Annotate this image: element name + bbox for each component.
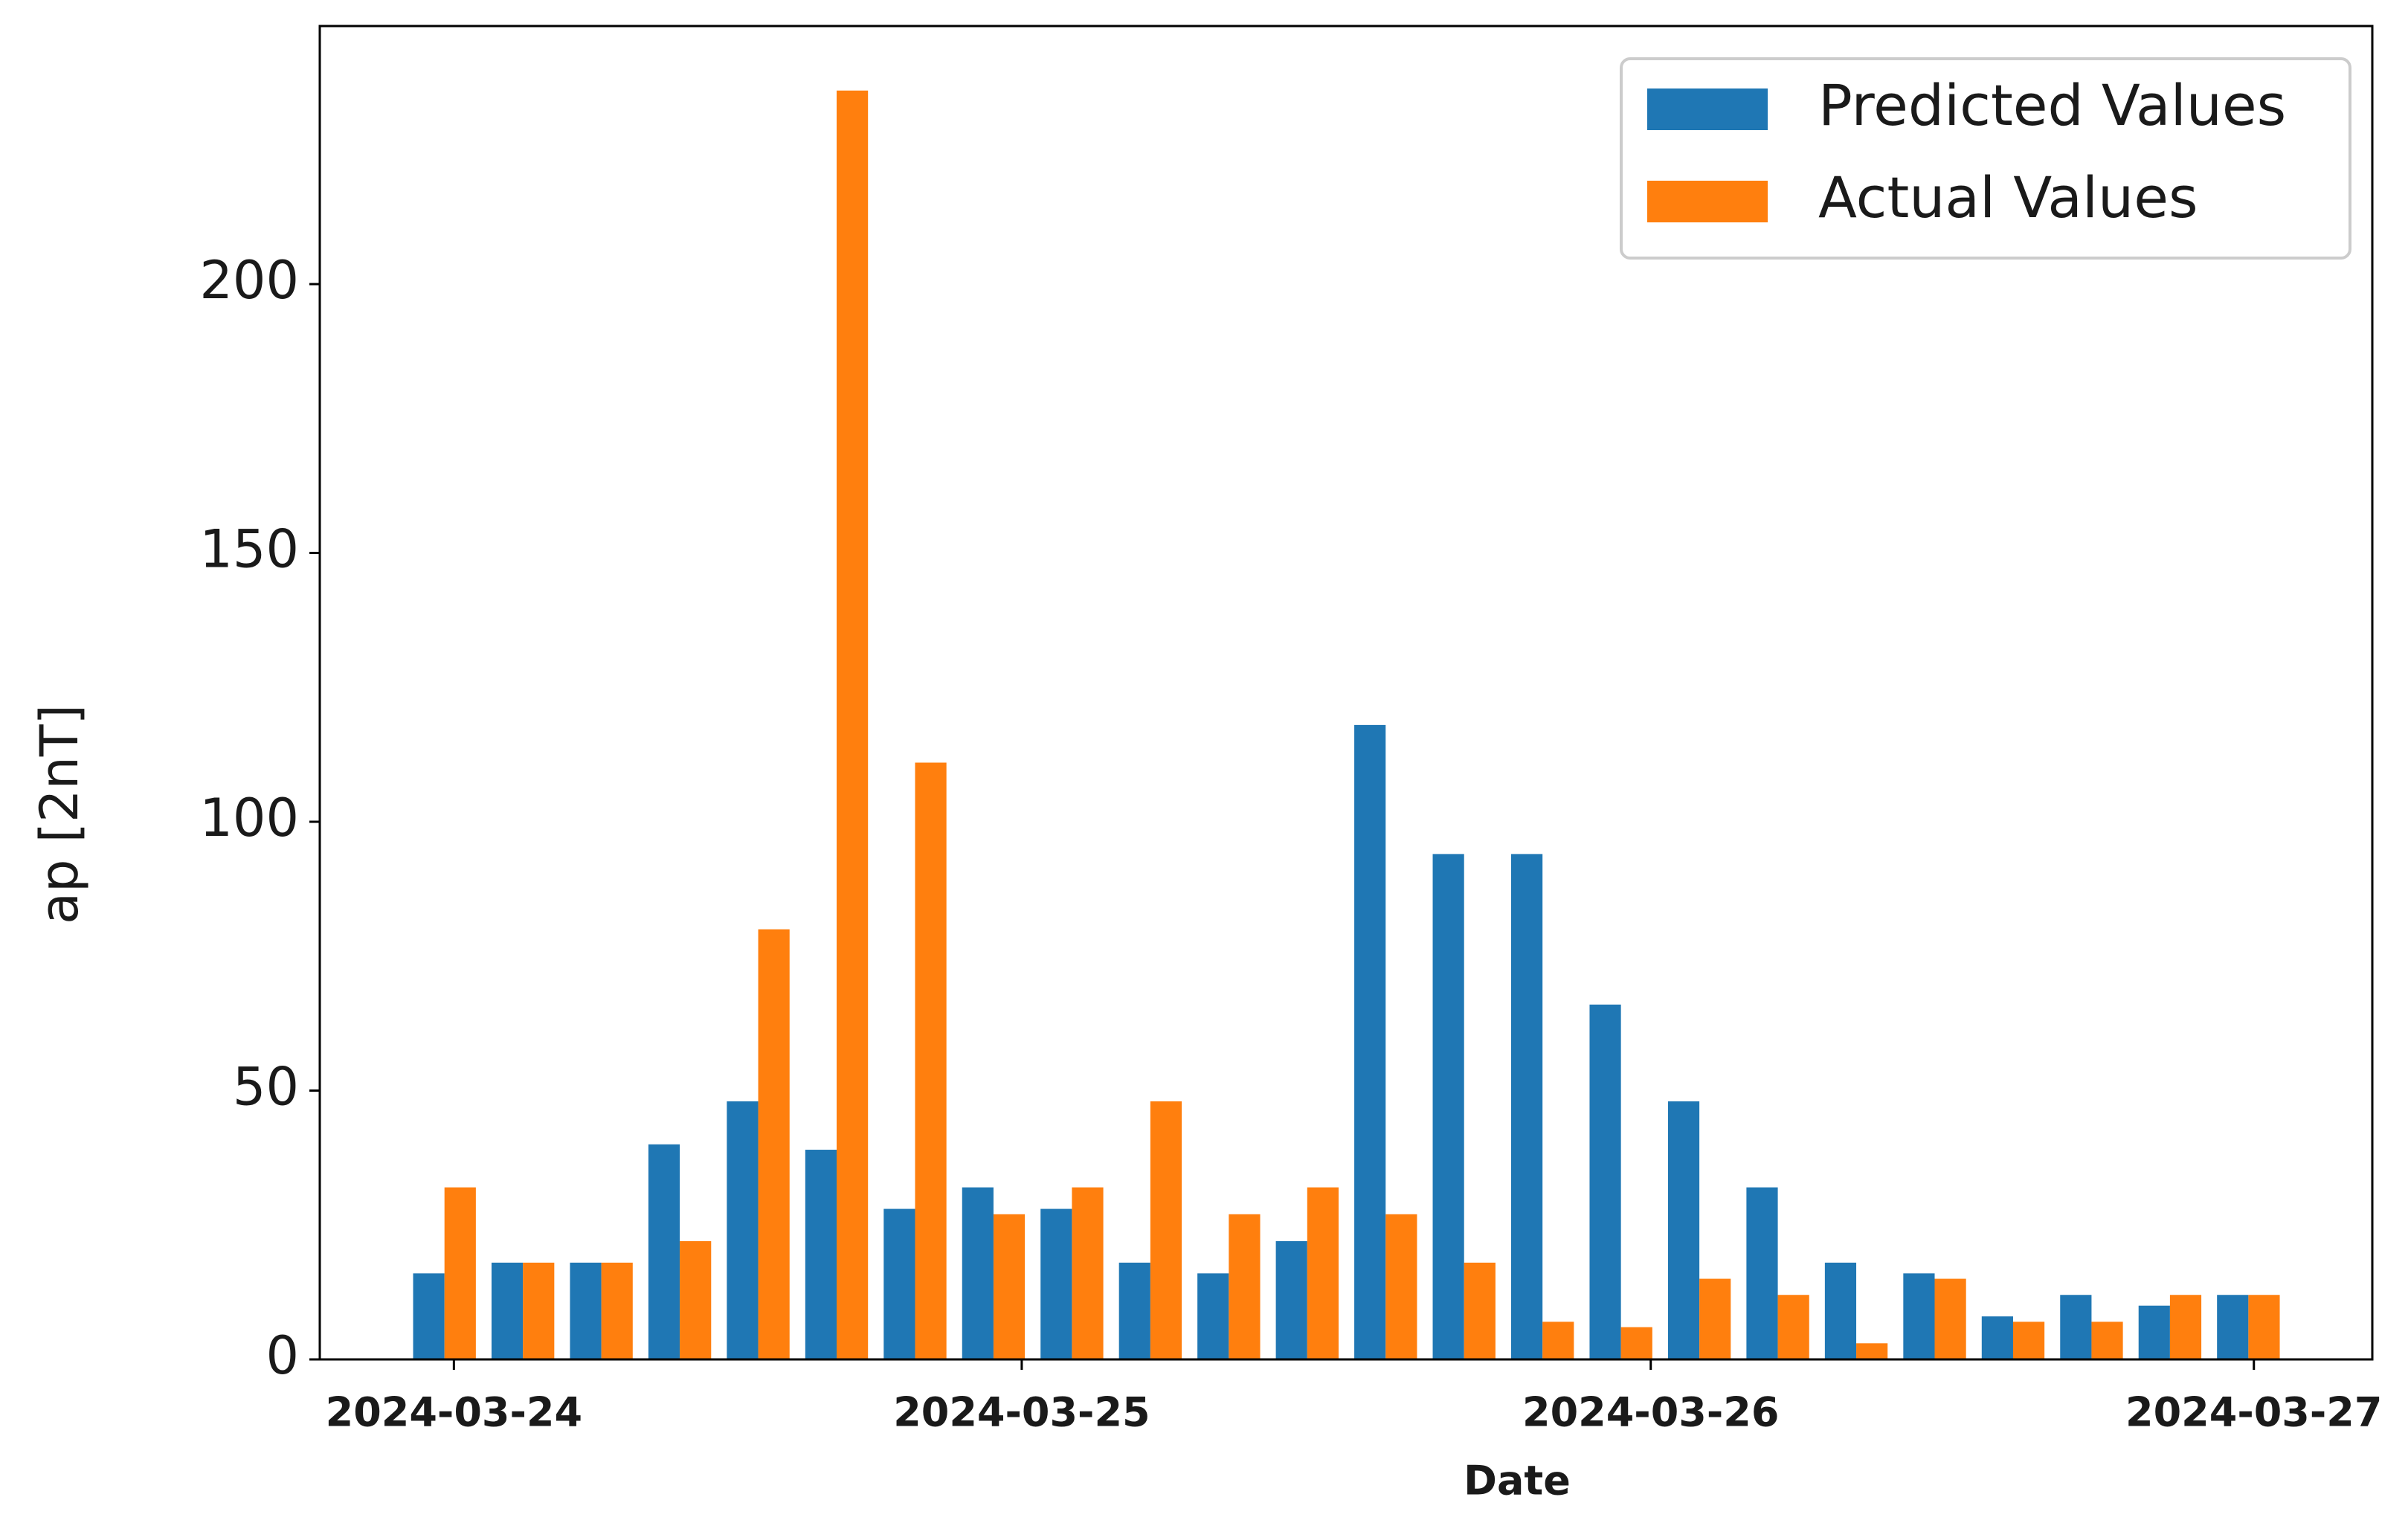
bar xyxy=(1981,1316,2013,1359)
bar xyxy=(491,1262,524,1359)
legend-label: Actual Values xyxy=(1818,164,2198,231)
bar xyxy=(993,1214,1026,1359)
bar xyxy=(1934,1278,1966,1359)
bar xyxy=(1150,1101,1182,1359)
bar xyxy=(1275,1240,1307,1359)
bar xyxy=(915,762,947,1359)
bar xyxy=(648,1144,680,1359)
y-axis-label: ap [2nT] xyxy=(29,704,90,924)
bar xyxy=(962,1187,994,1359)
legend-swatch xyxy=(1647,88,1768,130)
bar xyxy=(837,90,869,1360)
bar xyxy=(758,929,790,1359)
bar xyxy=(2012,1321,2045,1359)
x-axis-label: Date xyxy=(1464,1458,1571,1504)
legend-box xyxy=(1620,57,2351,260)
bar xyxy=(1699,1278,1731,1359)
y-tick-label: 50 xyxy=(233,1057,299,1118)
bar xyxy=(413,1273,445,1359)
legend-swatch xyxy=(1647,181,1768,222)
bar xyxy=(444,1187,476,1359)
bar xyxy=(570,1262,602,1359)
bar xyxy=(1620,1327,1652,1359)
bar xyxy=(2248,1295,2280,1359)
bar xyxy=(523,1262,555,1359)
bar xyxy=(1385,1214,1417,1359)
bar xyxy=(1856,1343,1888,1359)
bar xyxy=(1903,1273,1935,1359)
bar xyxy=(1542,1321,1574,1359)
bar xyxy=(1354,724,1386,1359)
bar xyxy=(680,1240,712,1359)
y-tick-label: 0 xyxy=(265,1325,299,1386)
bar xyxy=(883,1208,915,1359)
bar xyxy=(2091,1321,2123,1359)
bar xyxy=(1511,854,1543,1359)
x-tick-label: 2024-03-25 xyxy=(893,1389,1150,1436)
bar xyxy=(2217,1295,2249,1359)
bar xyxy=(1040,1208,1072,1359)
bar xyxy=(1777,1295,1809,1359)
bar xyxy=(2169,1295,2202,1359)
bar xyxy=(1197,1273,1229,1359)
bar xyxy=(601,1262,633,1359)
x-tick-label: 2024-03-27 xyxy=(2125,1389,2382,1436)
bar xyxy=(1432,854,1464,1359)
y-tick-label: 150 xyxy=(199,519,299,580)
bar xyxy=(1464,1262,1496,1359)
plot-frame xyxy=(318,25,2374,1361)
x-tick-label: 2024-03-24 xyxy=(326,1389,582,1436)
bar xyxy=(1118,1262,1150,1359)
bar xyxy=(1229,1214,1261,1359)
bar xyxy=(2138,1305,2170,1359)
y-tick-label: 200 xyxy=(199,250,299,311)
bar xyxy=(1307,1187,1339,1359)
y-tick-label: 100 xyxy=(199,788,299,849)
bar xyxy=(1746,1187,1778,1359)
bar xyxy=(805,1150,837,1359)
bar xyxy=(1072,1187,1104,1359)
bar xyxy=(1667,1101,1700,1359)
bar xyxy=(2060,1295,2092,1359)
bar xyxy=(1824,1262,1857,1359)
bar xyxy=(727,1101,759,1359)
legend: Predicted Values Actual Values xyxy=(1620,57,2351,260)
x-tick-label: 2024-03-26 xyxy=(1522,1389,1779,1436)
bar xyxy=(1589,1004,1621,1359)
legend-label: Predicted Values xyxy=(1818,72,2286,138)
